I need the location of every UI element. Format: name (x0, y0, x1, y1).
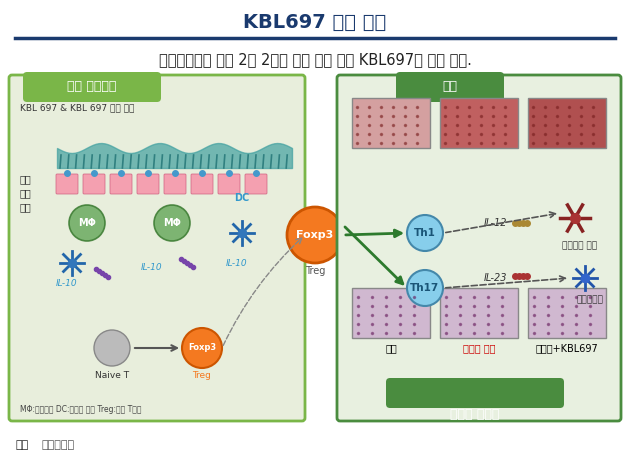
FancyBboxPatch shape (218, 174, 240, 194)
FancyBboxPatch shape (528, 98, 606, 148)
Text: MΦ: MΦ (78, 218, 96, 228)
Text: KBL 697 & KBL 697 유래 물질: KBL 697 & KBL 697 유래 물질 (20, 104, 134, 112)
FancyBboxPatch shape (110, 174, 132, 194)
Text: Treg: Treg (193, 372, 212, 380)
Circle shape (154, 205, 190, 241)
Text: 고바이오랩: 고바이오랩 (42, 440, 75, 450)
Text: 고바이오랩이 임상 2상 2건을 진행 중인 균주 KBL697의 작용 기전.: 고바이오랩이 임상 2상 2건을 진행 중인 균주 KBL697의 작용 기전. (159, 53, 471, 67)
Text: IL-23: IL-23 (483, 273, 507, 283)
Text: Foxp3: Foxp3 (188, 343, 216, 353)
FancyBboxPatch shape (440, 288, 518, 338)
FancyBboxPatch shape (191, 174, 213, 194)
Text: 장관
상피
세포: 장관 상피 세포 (20, 174, 32, 212)
Text: IL-12: IL-12 (483, 218, 507, 228)
Text: KBL697 작용 기전: KBL697 작용 기전 (243, 12, 387, 31)
FancyBboxPatch shape (337, 75, 621, 421)
Text: IL-10: IL-10 (226, 259, 248, 267)
Text: Foxp3: Foxp3 (296, 230, 334, 240)
Circle shape (407, 270, 443, 306)
FancyBboxPatch shape (386, 378, 564, 408)
FancyBboxPatch shape (56, 174, 78, 194)
FancyBboxPatch shape (352, 98, 430, 148)
FancyBboxPatch shape (528, 288, 606, 338)
Text: 염증성 장질환: 염증성 장질환 (450, 408, 500, 421)
Text: 정상: 정상 (385, 343, 397, 353)
Text: MΦ: MΦ (163, 218, 181, 228)
Circle shape (182, 328, 222, 368)
Text: Th17: Th17 (410, 283, 440, 293)
Text: 장내 면역반응: 장내 면역반응 (67, 81, 117, 94)
Circle shape (407, 215, 443, 251)
Text: DC: DC (234, 193, 249, 203)
FancyBboxPatch shape (245, 174, 267, 194)
FancyBboxPatch shape (440, 98, 518, 148)
Text: 대장염+KBL697: 대장염+KBL697 (536, 343, 598, 353)
Text: 수지상세포: 수지상세포 (576, 296, 604, 305)
Text: IL-10: IL-10 (141, 264, 163, 272)
FancyBboxPatch shape (396, 72, 504, 102)
Text: Th1: Th1 (414, 228, 436, 238)
Text: 자료: 자료 (15, 440, 28, 450)
FancyBboxPatch shape (164, 174, 186, 194)
Text: Naive T: Naive T (95, 372, 129, 380)
Text: IL-10: IL-10 (56, 278, 78, 288)
Text: Treg: Treg (305, 266, 325, 276)
Circle shape (287, 207, 343, 263)
FancyBboxPatch shape (137, 174, 159, 194)
Text: MΦ:대식세포 DC:수지상 세포 Treg:조절 T세포: MΦ:대식세포 DC:수지상 세포 Treg:조절 T세포 (20, 406, 142, 414)
FancyBboxPatch shape (23, 72, 161, 102)
Text: 대장염 유발: 대장염 유발 (463, 343, 495, 353)
Circle shape (69, 205, 105, 241)
Circle shape (94, 330, 130, 366)
Text: 랑거한스 세포: 랑거한스 세포 (563, 242, 598, 250)
FancyBboxPatch shape (9, 75, 305, 421)
Text: 건선: 건선 (442, 81, 457, 94)
FancyBboxPatch shape (83, 174, 105, 194)
FancyBboxPatch shape (352, 288, 430, 338)
